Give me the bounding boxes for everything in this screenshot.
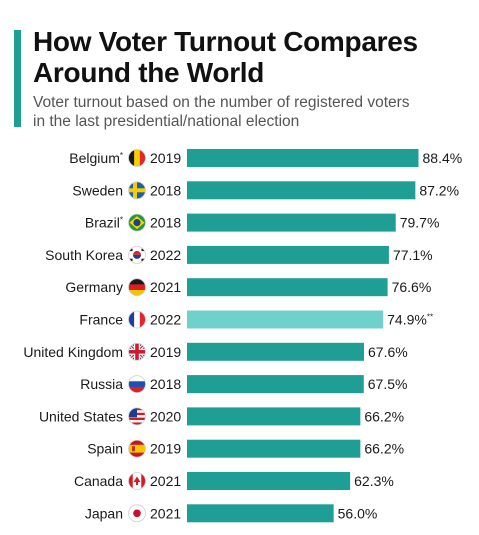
bar [187,213,396,232]
year-label: 2019 [150,441,181,457]
year-label: 2021 [150,279,181,295]
country-label: Belgium* [69,150,123,166]
country-label: Canada [74,473,123,489]
bar-row: Japan 2021 56.0% [85,504,378,523]
year-label: 2021 [150,505,181,521]
germany-flag-icon [128,278,146,297]
bar [187,439,361,458]
bar-row: United States 2020 66.2% [39,407,404,426]
japan-flag-icon [128,504,146,523]
spain-flag-icon [128,439,146,458]
country-label: United Kingdom [23,344,123,360]
year-label: 2018 [150,182,181,198]
south-korea-flag-icon [128,246,146,264]
bar [187,310,384,329]
belgium-flag-icon [128,149,146,167]
chart-title: How Voter Turnout Compares Around the Wo… [33,26,473,88]
bar [187,245,389,264]
bar-row: Germany 2021 76.6% [65,278,432,297]
country-label: Brazil* [85,215,123,231]
bar-row: Belgium* 2019 88.4% [69,149,462,167]
bar-chart: Belgium* 2019 88.4% Sweden 2018 87.2% Brazil* 2… [23,149,462,523]
chart-title-line-2: Around the World [33,57,265,88]
bar-row: Brazil* 2018 79.7% [85,213,440,232]
year-label: 2018 [150,215,181,231]
bar [187,375,364,394]
united-kingdom-flag-icon [128,342,146,361]
country-label: Germany [65,279,123,295]
year-label: 2022 [150,312,181,328]
sweden-flag-icon [128,181,146,200]
country-label: United States [39,408,123,424]
year-label: 2021 [150,473,181,489]
bar [187,504,334,523]
country-label: Spain [87,441,123,457]
value-footnote-mark: ** [427,313,433,322]
value-label: 74.9%** [387,312,433,328]
country-label: Russia [80,376,123,392]
bar [187,407,361,426]
country-label: France [79,312,123,328]
year-label: 2019 [150,150,181,166]
country-label: Sweden [72,182,123,198]
value-label: 79.7% [400,215,440,231]
bar [187,472,351,490]
bar-row: France 2022 74.9%** [79,310,433,329]
chart-subtitle-line-2: in the last presidential/national electi… [33,113,300,130]
year-label: 2019 [150,344,181,360]
title-accent-bar [14,30,21,127]
country-label: South Korea [45,247,123,263]
canada-flag-icon [128,472,146,490]
chart-title-line-1: How Voter Turnout Compares [33,26,418,57]
bar-row: Spain 2019 66.2% [87,439,404,458]
value-label: 87.2% [419,182,459,198]
chart-subtitle: Voter turnout based on the number of reg… [33,93,473,131]
value-label: 66.2% [364,408,404,424]
bar-row: Russia 2018 67.5% [80,375,408,394]
value-label: 67.6% [368,344,408,360]
value-label: 76.6% [392,279,432,295]
france-flag-icon [128,310,146,329]
bar-row: United Kingdom 2019 67.6% [23,342,408,361]
year-label: 2020 [150,408,181,424]
bar [187,149,419,167]
country-footnote-mark: * [120,216,123,225]
year-label: 2022 [150,247,181,263]
value-label: 56.0% [338,505,378,521]
united-states-flag-icon [128,407,146,426]
bar [187,342,365,361]
year-label: 2018 [150,376,181,392]
bar-row: Canada 2021 62.3% [74,472,394,490]
value-label: 66.2% [364,441,404,457]
value-label: 62.3% [354,473,394,489]
country-label: Japan [85,505,123,521]
bar-row: South Korea 2022 77.1% [45,245,433,264]
brazil-flag-icon [128,213,146,232]
russia-flag-icon [128,375,146,394]
bar [187,278,388,297]
country-footnote-mark: * [120,151,123,160]
value-label: 77.1% [393,247,433,263]
bar-row: Sweden 2018 87.2% [72,181,459,200]
value-label: 88.4% [423,150,463,166]
bar [187,181,416,200]
value-label: 67.5% [368,376,408,392]
chart-subtitle-line-1: Voter turnout based on the number of reg… [33,94,410,111]
